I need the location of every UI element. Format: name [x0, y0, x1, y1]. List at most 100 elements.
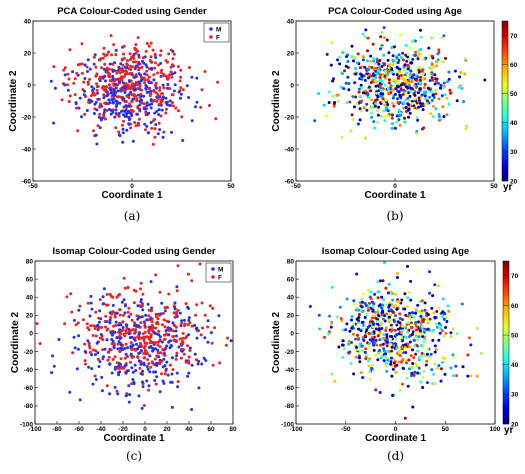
data-point — [83, 112, 87, 116]
data-point — [391, 367, 395, 371]
data-point — [169, 70, 173, 74]
data-point — [354, 337, 358, 341]
data-point — [98, 309, 102, 313]
data-point — [154, 91, 158, 95]
data-point — [145, 379, 149, 383]
data-point — [132, 53, 136, 56]
data-point — [102, 355, 105, 359]
data-point — [387, 81, 391, 85]
data-point — [126, 346, 130, 350]
data-point — [379, 86, 383, 90]
data-point — [372, 59, 376, 63]
data-point — [455, 374, 459, 378]
data-point — [335, 315, 339, 319]
data-point — [358, 118, 362, 122]
data-point — [342, 87, 346, 91]
data-point — [72, 81, 76, 85]
data-point — [445, 113, 449, 117]
data-point — [378, 76, 382, 79]
data-point — [95, 72, 99, 76]
data-point — [111, 93, 115, 97]
data-point — [149, 92, 153, 95]
data-point — [376, 108, 380, 112]
data-point — [103, 347, 107, 351]
data-point — [100, 375, 104, 379]
data-point — [143, 352, 147, 356]
data-point — [426, 348, 430, 351]
data-point — [435, 77, 439, 81]
data-point — [436, 284, 440, 288]
data-point — [134, 369, 138, 372]
y-tick-label: -80 — [285, 403, 295, 410]
data-point — [413, 344, 417, 348]
data-point — [414, 311, 418, 315]
data-point — [108, 101, 112, 105]
data-point — [120, 96, 124, 100]
data-point — [203, 313, 207, 317]
data-point — [136, 104, 140, 108]
data-point — [363, 136, 367, 140]
data-point — [405, 71, 409, 75]
data-point — [394, 303, 398, 307]
x-tick-label: 0 — [393, 183, 397, 190]
data-point — [118, 134, 122, 138]
data-point — [397, 108, 401, 112]
data-point — [153, 53, 157, 57]
data-point — [148, 354, 152, 358]
data-point — [105, 338, 109, 342]
data-point — [445, 320, 449, 323]
data-point — [122, 298, 126, 302]
data-point — [83, 359, 87, 363]
data-point — [129, 312, 133, 316]
data-point — [329, 325, 333, 329]
data-point — [372, 330, 376, 334]
data-point — [354, 95, 358, 99]
data-point — [141, 302, 144, 306]
data-point — [446, 304, 450, 308]
data-point — [153, 127, 157, 131]
data-point — [114, 53, 118, 57]
data-point — [149, 340, 153, 344]
data-point — [211, 363, 215, 367]
data-point — [483, 78, 487, 82]
data-point — [131, 370, 135, 374]
data-point — [82, 80, 86, 84]
data-point — [382, 115, 386, 119]
data-point — [146, 131, 150, 135]
data-point — [162, 381, 166, 385]
data-point — [167, 292, 171, 296]
data-point — [133, 338, 137, 342]
data-point — [133, 321, 137, 325]
data-point — [85, 65, 89, 69]
data-point — [158, 86, 162, 90]
data-point — [209, 331, 213, 335]
data-point — [348, 350, 352, 354]
data-point — [115, 295, 119, 299]
data-point — [380, 295, 384, 299]
data-point — [145, 101, 149, 105]
data-point — [190, 324, 194, 328]
data-point — [395, 65, 399, 69]
data-point — [352, 299, 356, 303]
data-point — [406, 330, 410, 334]
data-point — [421, 335, 425, 338]
data-point — [163, 333, 166, 337]
data-point — [432, 311, 436, 315]
data-point — [394, 292, 398, 295]
data-point — [146, 358, 150, 362]
data-point — [130, 93, 134, 96]
data-point — [83, 349, 87, 353]
data-point — [447, 102, 451, 106]
data-point — [82, 93, 86, 97]
data-point — [108, 62, 112, 66]
data-point — [86, 82, 90, 86]
data-point — [441, 60, 445, 64]
data-point — [98, 112, 102, 116]
data-point — [69, 292, 73, 296]
data-point — [74, 102, 78, 106]
data-point — [86, 301, 90, 305]
data-point — [134, 330, 137, 334]
data-point — [146, 78, 150, 82]
data-point — [366, 306, 370, 310]
data-point — [159, 114, 163, 118]
